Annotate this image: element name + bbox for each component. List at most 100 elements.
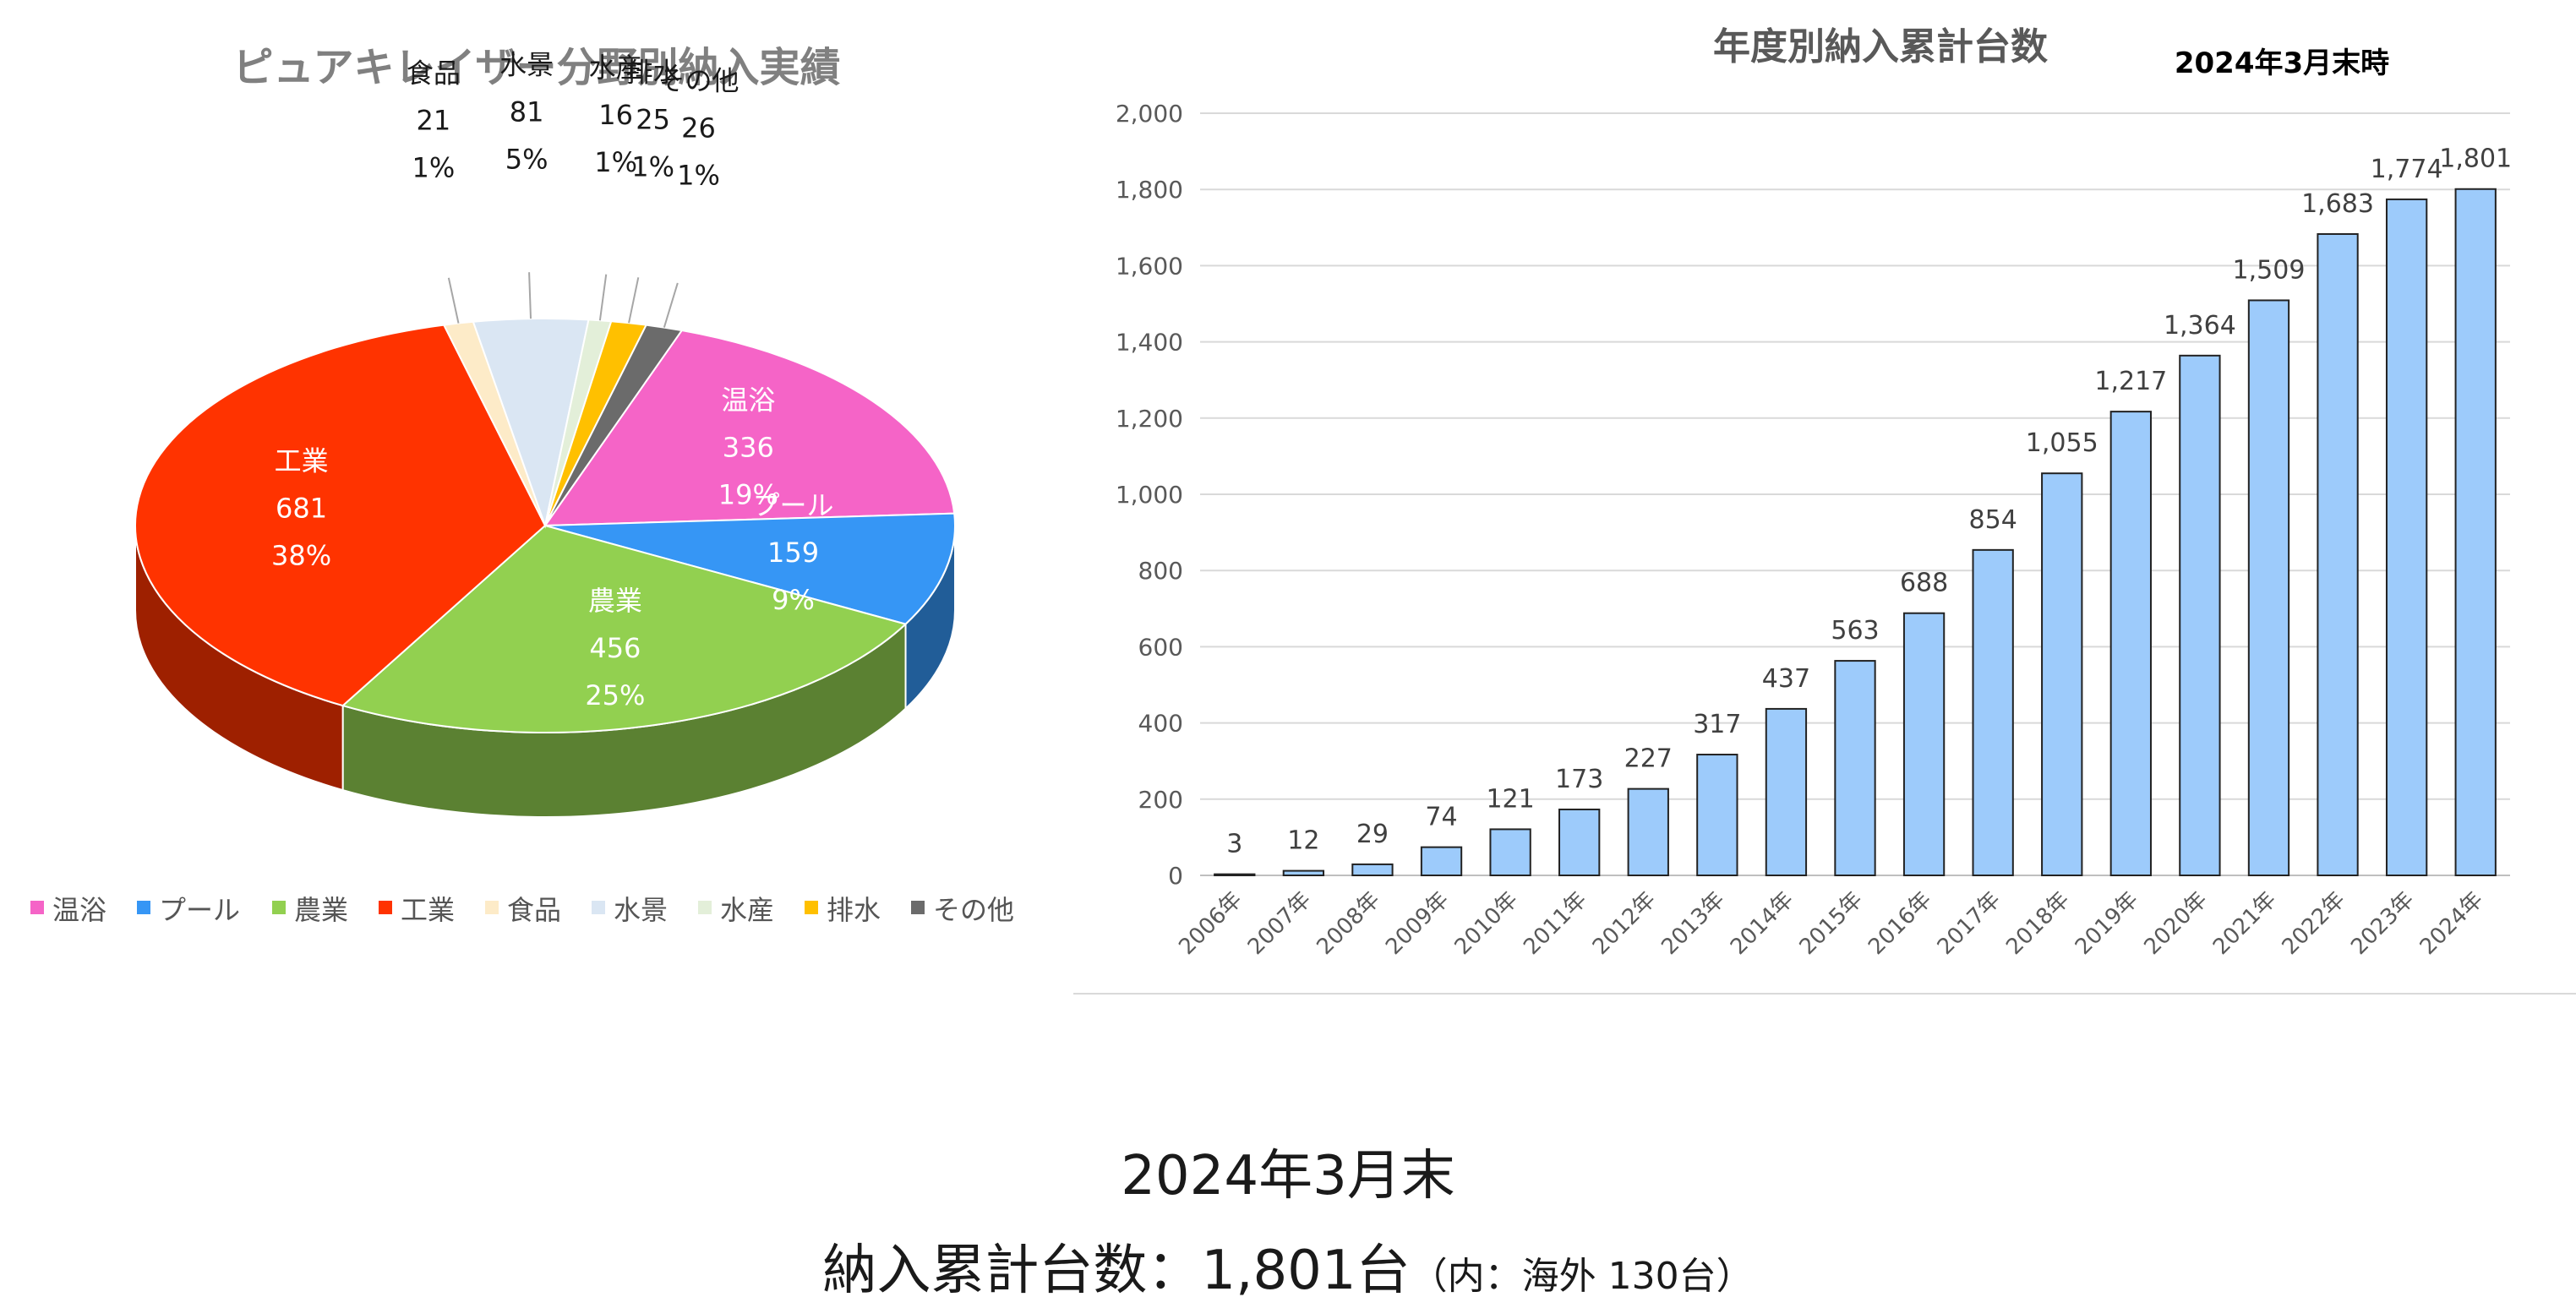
bar-2021年 <box>2247 299 2290 877</box>
pie-labels: 温浴 336 19%プール 159 9% 農業 456 25% 工業 681 38% 食品 21 1% 水景… <box>271 48 834 711</box>
x-tick-label-2024年: 2024年 <box>2415 887 2488 960</box>
pie-label-工業-1: 681 <box>276 492 327 524</box>
legend-label-プール: プール <box>159 894 240 926</box>
bar-2011年 <box>1558 808 1601 876</box>
bar-2017年 <box>1972 548 2014 876</box>
pie-label-排水-2: 1% <box>631 151 674 183</box>
legend-swatch-水産 <box>698 901 712 914</box>
pie-slice-農業 <box>341 524 908 734</box>
bar-2010年 <box>1489 828 1531 877</box>
data-label-2015年: 563 <box>1831 616 1879 646</box>
x-tick-label-2011年: 2011年 <box>1519 887 1591 960</box>
pie-label-その他-2: 1% <box>677 160 720 192</box>
data-label-2012年: 227 <box>1624 744 1673 774</box>
x-tick-label-2014年: 2014年 <box>1726 887 1798 960</box>
pie-label-農業-0: 農業 <box>588 585 642 617</box>
bar-title: 年度別納入累計台数 <box>1713 25 2048 68</box>
pie-slices <box>134 318 956 734</box>
x-tick-label-2019年: 2019年 <box>2071 887 2143 960</box>
pie-label-農業-2: 25% <box>585 679 645 711</box>
pie-label-水景-2: 5% <box>505 143 548 175</box>
data-label-2013年: 317 <box>1693 710 1741 739</box>
pie-leader-排水 <box>628 277 640 324</box>
bar-2022年 <box>2317 232 2359 877</box>
data-label-2006年: 3 <box>1226 830 1242 859</box>
pie-leader-その他 <box>663 282 679 328</box>
bar-2016年 <box>1902 612 1946 876</box>
pie-slice-その他 <box>544 324 684 526</box>
y-tick-label-10: 2,000 <box>1116 100 1183 128</box>
data-label-2017年: 854 <box>1969 505 2017 535</box>
pie-label-温浴-1: 336 <box>723 432 774 464</box>
data-label-2021年: 1,509 <box>2233 255 2306 285</box>
x-tick-label-2018年: 2018年 <box>2001 887 2074 960</box>
y-tick-label-2: 400 <box>1138 710 1183 738</box>
y-tick-label-9: 1,800 <box>1116 176 1183 204</box>
y-tick-label-8: 1,600 <box>1116 252 1183 280</box>
bar-gridlines: 0 200 400 600 800 1,000 1,200 1,400 1,600 1,800 2,… <box>1116 100 2510 890</box>
x-tick-label-2023年: 2023年 <box>2346 887 2419 960</box>
y-tick-label-3: 600 <box>1138 633 1183 661</box>
x-tick-label-2009年: 2009年 <box>1381 887 1454 960</box>
pie-label-プール-0: プール <box>753 489 834 521</box>
pie-label-水産-1: 16 <box>598 99 633 131</box>
legend-label-工業: 工業 <box>401 894 455 926</box>
y-tick-label-4: 800 <box>1138 557 1183 585</box>
legend-swatch-水景 <box>592 901 605 914</box>
pie-label-食品-0: 食品 <box>407 57 461 89</box>
pie-label-排水-1: 25 <box>636 104 670 136</box>
x-tick-label-2017年: 2017年 <box>1933 887 2006 960</box>
legend-label-温浴: 温浴 <box>52 894 106 926</box>
pie-leader-水景 <box>528 272 532 319</box>
data-label-2020年: 1,364 <box>2164 311 2236 341</box>
pie-slice-工業 <box>134 324 547 707</box>
data-label-2008年: 29 <box>1356 820 1389 849</box>
data-label-2024年: 1,801 <box>2439 144 2512 174</box>
legend-swatch-プール <box>137 901 150 914</box>
pie-label-食品-1: 21 <box>417 104 451 136</box>
legend-swatch-農業 <box>272 901 286 914</box>
data-label-2009年: 74 <box>1425 803 1457 832</box>
bar-2015年 <box>1834 660 1876 876</box>
y-tick-label-6: 1,200 <box>1116 405 1183 433</box>
bar-2007年 <box>1282 869 1325 877</box>
x-tick-label-2007年: 2007年 <box>1243 887 1316 960</box>
legend-label-その他: その他 <box>933 894 1014 926</box>
pie-label-温浴-2: 19% <box>718 479 778 511</box>
bar-2009年 <box>1420 846 1463 876</box>
y-tick-label-7: 1,400 <box>1116 329 1183 357</box>
data-label-2023年: 1,774 <box>2371 155 2443 184</box>
bar-2008年 <box>1351 863 1394 877</box>
x-tick-label-2020年: 2020年 <box>2139 887 2212 960</box>
pie-label-工業-0: 工業 <box>275 444 329 477</box>
legend-swatch-食品 <box>485 901 499 914</box>
bar-2019年 <box>2109 411 2152 876</box>
x-tick-label-2006年: 2006年 <box>1174 887 1247 960</box>
bar-series: 3 2006年 12 2007年 29 2008年 74 2009年 121 2010年 173 20… <box>1174 144 2512 960</box>
bar-2023年 <box>2385 198 2428 876</box>
footer-date: 2024年3月末 <box>1121 1145 1455 1207</box>
pie-label-食品-2: 1% <box>412 151 456 183</box>
data-label-2019年: 1,217 <box>2094 367 2167 396</box>
legend-label-食品: 食品 <box>507 894 561 926</box>
data-label-2010年: 121 <box>1486 784 1534 814</box>
y-tick-label-0: 0 <box>1168 862 1183 890</box>
data-label-2018年: 1,055 <box>2026 428 2098 458</box>
pie-title: ピュアキレイザー分野別納入実績 <box>232 44 840 91</box>
pie-slice-プール <box>544 512 956 625</box>
data-label-2014年: 437 <box>1762 664 1810 694</box>
pie-chart: ピュアキレイザー分野別納入実績温浴33619%プール1599%農業45625%工… <box>30 44 1014 926</box>
legend-label-水産: 水産 <box>720 894 774 926</box>
bar-2012年 <box>1627 788 1669 876</box>
legend-label-農業: 農業 <box>294 894 348 926</box>
data-label-2011年: 173 <box>1555 765 1603 794</box>
legend-swatch-排水 <box>805 901 818 914</box>
x-tick-label-2008年: 2008年 <box>1313 887 1385 960</box>
footer-total-main: 納入累計台数：1,801台 <box>822 1240 1411 1302</box>
pie-label-プール-2: 9% <box>772 584 815 616</box>
x-tick-label-2015年: 2015年 <box>1795 887 1868 960</box>
bar-2018年 <box>2041 472 2083 876</box>
legend-label-排水: 排水 <box>827 894 881 926</box>
pie-slice-温浴 <box>543 329 956 527</box>
pie-label-工業-2: 38% <box>271 539 331 571</box>
